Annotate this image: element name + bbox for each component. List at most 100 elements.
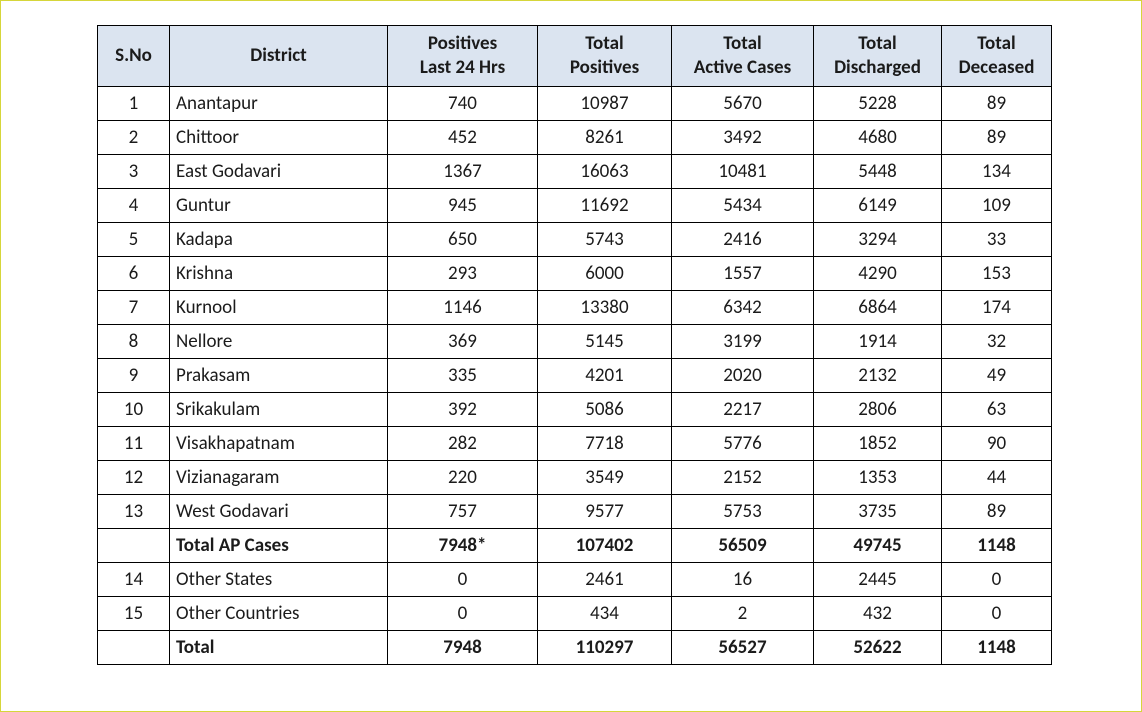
- cell-district: Visakhapatnam: [170, 426, 388, 460]
- cell-sno: 4: [98, 188, 170, 222]
- col-header-district: District: [170, 26, 388, 87]
- table-total-row: Total AP Cases7948*10740256509497451148: [98, 528, 1052, 562]
- cell-total-deceased: 89: [942, 86, 1052, 120]
- cell-pos24: 282: [388, 426, 538, 460]
- table-row: 1Anantapur740109875670522889: [98, 86, 1052, 120]
- table-row: 7Kurnool11461338063426864174: [98, 290, 1052, 324]
- col-header-total-discharged: TotalDischarged: [814, 26, 942, 87]
- cell-pos24: 740: [388, 86, 538, 120]
- cell-pos24: 1146: [388, 290, 538, 324]
- cell-total-positives: 2461: [538, 562, 672, 596]
- cell-total-deceased: 49: [942, 358, 1052, 392]
- cell-sno: [98, 630, 170, 664]
- table-row: 13West Godavari75795775753373589: [98, 494, 1052, 528]
- cell-total-discharged: 2132: [814, 358, 942, 392]
- cell-pos24: 0: [388, 562, 538, 596]
- cell-total-discharged: 5448: [814, 154, 942, 188]
- cell-total-positives: 5086: [538, 392, 672, 426]
- cell-district: Guntur: [170, 188, 388, 222]
- cell-sno: 8: [98, 324, 170, 358]
- table-container: S.No District PositivesLast 24 Hrs Total…: [97, 25, 1047, 665]
- cell-total-active: 16: [672, 562, 814, 596]
- cell-district: Krishna: [170, 256, 388, 290]
- table-header-row: S.No District PositivesLast 24 Hrs Total…: [98, 26, 1052, 87]
- cell-total-active: 2416: [672, 222, 814, 256]
- cell-sno: 14: [98, 562, 170, 596]
- cell-total-deceased: 44: [942, 460, 1052, 494]
- col-header-total-deceased: TotalDeceased: [942, 26, 1052, 87]
- cell-district: Chittoor: [170, 120, 388, 154]
- cell-total-discharged: 3735: [814, 494, 942, 528]
- cell-district: Total: [170, 630, 388, 664]
- cell-total-discharged: 2445: [814, 562, 942, 596]
- cell-sno: 2: [98, 120, 170, 154]
- cell-total-active: 56527: [672, 630, 814, 664]
- cell-pos24: 452: [388, 120, 538, 154]
- cell-pos24: 392: [388, 392, 538, 426]
- table-row: 12Vizianagaram22035492152135344: [98, 460, 1052, 494]
- cell-total-discharged: 4290: [814, 256, 942, 290]
- cell-pos24: 0: [388, 596, 538, 630]
- cell-total-deceased: 89: [942, 494, 1052, 528]
- table-total-row: Total794811029756527526221148: [98, 630, 1052, 664]
- table-body: 1Anantapur7401098756705228892Chittoor452…: [98, 86, 1052, 664]
- cell-total-active: 3199: [672, 324, 814, 358]
- cell-total-active: 2: [672, 596, 814, 630]
- cell-total-positives: 4201: [538, 358, 672, 392]
- cell-district: West Godavari: [170, 494, 388, 528]
- cell-total-positives: 107402: [538, 528, 672, 562]
- cell-district: Nellore: [170, 324, 388, 358]
- cell-pos24: 650: [388, 222, 538, 256]
- cell-district: East Godavari: [170, 154, 388, 188]
- cell-total-deceased: 1148: [942, 528, 1052, 562]
- cell-pos24: 945: [388, 188, 538, 222]
- cell-pos24: 293: [388, 256, 538, 290]
- table-row: 9Prakasam33542012020213249: [98, 358, 1052, 392]
- cell-pos24: 220: [388, 460, 538, 494]
- table-row: 6Krishna293600015574290153: [98, 256, 1052, 290]
- cell-pos24: 335: [388, 358, 538, 392]
- cell-sno: 7: [98, 290, 170, 324]
- cell-total-positives: 110297: [538, 630, 672, 664]
- cell-sno: 11: [98, 426, 170, 460]
- cell-pos24: 1367: [388, 154, 538, 188]
- cell-total-positives: 3549: [538, 460, 672, 494]
- cell-total-positives: 5743: [538, 222, 672, 256]
- cell-total-discharged: 1353: [814, 460, 942, 494]
- cell-total-discharged: 6864: [814, 290, 942, 324]
- cell-total-positives: 6000: [538, 256, 672, 290]
- cell-district: Total AP Cases: [170, 528, 388, 562]
- cell-total-positives: 11692: [538, 188, 672, 222]
- cell-district: Srikakulam: [170, 392, 388, 426]
- cell-sno: 3: [98, 154, 170, 188]
- cell-total-positives: 8261: [538, 120, 672, 154]
- cell-total-discharged: 52622: [814, 630, 942, 664]
- cell-district: Kadapa: [170, 222, 388, 256]
- cell-total-discharged: 4680: [814, 120, 942, 154]
- col-header-pos24: PositivesLast 24 Hrs: [388, 26, 538, 87]
- col-header-total-active: TotalActive Cases: [672, 26, 814, 87]
- cell-district: Prakasam: [170, 358, 388, 392]
- cell-sno: 13: [98, 494, 170, 528]
- cell-total-active: 2152: [672, 460, 814, 494]
- cell-total-discharged: 2806: [814, 392, 942, 426]
- cell-total-positives: 7718: [538, 426, 672, 460]
- cell-total-discharged: 6149: [814, 188, 942, 222]
- cell-total-positives: 13380: [538, 290, 672, 324]
- cell-sno: 6: [98, 256, 170, 290]
- cell-sno: 9: [98, 358, 170, 392]
- cell-total-deceased: 63: [942, 392, 1052, 426]
- cell-total-deceased: 0: [942, 562, 1052, 596]
- cell-total-positives: 16063: [538, 154, 672, 188]
- cell-total-deceased: 32: [942, 324, 1052, 358]
- table-row: 4Guntur9451169254346149109: [98, 188, 1052, 222]
- cell-total-positives: 10987: [538, 86, 672, 120]
- cell-district: Vizianagaram: [170, 460, 388, 494]
- cell-total-discharged: 49745: [814, 528, 942, 562]
- cell-total-positives: 5145: [538, 324, 672, 358]
- cell-total-deceased: 134: [942, 154, 1052, 188]
- cell-total-deceased: 33: [942, 222, 1052, 256]
- table-row: 8Nellore36951453199191432: [98, 324, 1052, 358]
- cell-pos24: 7948: [388, 630, 538, 664]
- cell-total-deceased: 90: [942, 426, 1052, 460]
